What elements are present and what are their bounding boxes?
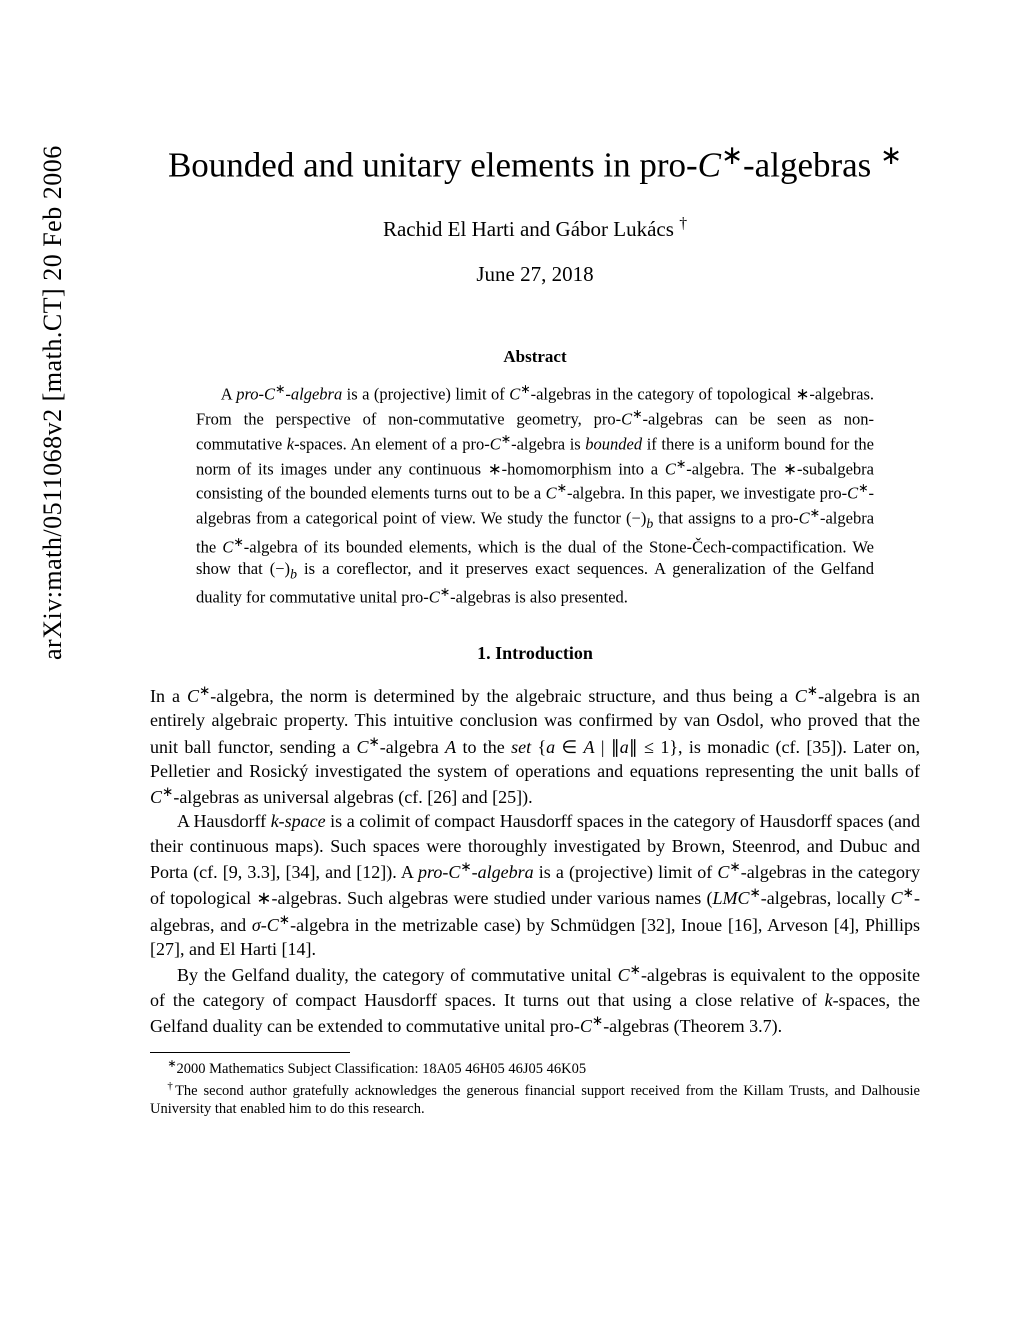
paper-date: June 27, 2018 (150, 262, 920, 287)
body-paragraph: A Hausdorff k-space is a colimit of comp… (150, 809, 920, 961)
abstract-body: A pro-C∗-algebra is a (projective) limit… (196, 381, 874, 609)
paper-authors: Rachid El Harti and Gábor Lukács † (150, 215, 920, 242)
footnote-rule (150, 1052, 350, 1053)
paper-page: Bounded and unitary elements in pro-C∗-a… (150, 140, 920, 1119)
body-paragraph: By the Gelfand duality, the category of … (150, 961, 920, 1038)
body-paragraph: In a C∗-algebra, the norm is determined … (150, 682, 920, 809)
arxiv-stamp: arXiv:math/0511068v2 [math.CT] 20 Feb 20… (38, 145, 68, 660)
section-heading: 1. Introduction (150, 643, 920, 664)
footnote: †The second author gratefully acknowledg… (150, 1079, 920, 1120)
footnote: ∗2000 Mathematics Subject Classification… (150, 1057, 920, 1079)
paper-title: Bounded and unitary elements in pro-C∗-a… (150, 140, 920, 187)
abstract-heading: Abstract (150, 347, 920, 367)
